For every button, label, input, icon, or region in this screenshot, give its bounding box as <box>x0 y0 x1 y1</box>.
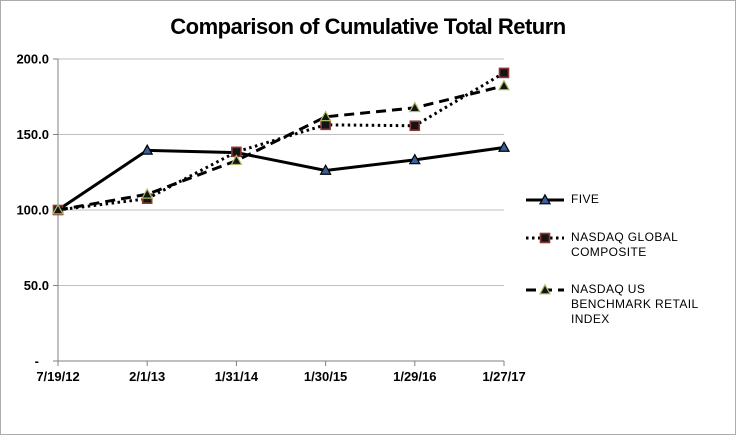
data-point-marker-triangle <box>497 141 511 152</box>
legend-line-sample-square-marker-icon <box>526 232 564 244</box>
data-point-marker-triangle <box>408 101 421 113</box>
series-line-five <box>57 146 505 212</box>
data-point-marker-triangle <box>319 110 332 122</box>
legend-item-five: FIVE <box>525 192 730 208</box>
series-line-nasdaq-us-benchmark-retail-index <box>57 84 505 212</box>
series-nasdaq-global-composite <box>52 67 510 216</box>
x-tick-label: 1/30/15 <box>304 369 347 384</box>
x-tick-label: 1/27/17 <box>482 369 525 384</box>
y-tick-label: 200.0 <box>16 52 49 67</box>
y-tick-label: 150.0 <box>16 127 49 142</box>
series-nasdaq-us-benchmark-retail-index <box>51 79 511 215</box>
y-tick-label: - <box>35 354 39 369</box>
legend-label: NASDAQ US BENCHMARK RETAIL INDEX <box>571 282 699 326</box>
data-point-marker-square <box>498 67 510 79</box>
series-five <box>51 141 511 215</box>
chart-title: Comparison of Cumulative Total Return <box>170 14 566 39</box>
data-point-marker-triangle <box>497 79 511 91</box>
data-point-marker-triangle <box>408 153 421 165</box>
y-tick-label: 50.0 <box>24 278 49 293</box>
legend-line-sample-triangle-marker-icon <box>526 193 564 205</box>
data-point-marker-square <box>320 119 331 131</box>
data-point-marker-triangle <box>141 187 154 199</box>
series-line-nasdaq-global-composite <box>57 71 505 212</box>
x-tick-label: 2/1/13 <box>129 369 165 384</box>
legend-label: FIVE <box>571 192 600 206</box>
x-tick-label: 1/31/14 <box>215 369 259 384</box>
data-point-marker-triangle <box>319 164 332 175</box>
data-point-marker-triangle <box>141 143 154 155</box>
legend-label: NASDAQ GLOBAL COMPOSITE <box>571 230 678 259</box>
legend-item-nasdaq-global-composite: NASDAQ GLOBAL COMPOSITE <box>525 230 730 260</box>
data-point-marker-triangle <box>538 193 552 205</box>
gridlines <box>58 58 504 286</box>
data-point-marker-triangle <box>230 154 243 166</box>
data-point-marker-square <box>539 232 551 244</box>
data-point-marker-triangle <box>51 203 65 215</box>
x-tick-label: 7/19/12 <box>36 369 79 384</box>
axes <box>53 58 505 366</box>
data-point-marker-triangle <box>538 283 552 295</box>
y-tick-label: 100.0 <box>16 203 49 218</box>
legend-item-nasdaq-us-benchmark-retail-index: NASDAQ US BENCHMARK RETAIL INDEX <box>525 282 730 327</box>
legend-line-sample-triangle-marker-icon <box>526 283 564 295</box>
data-point-marker-square <box>409 120 421 132</box>
x-tick-label: 1/29/16 <box>393 369 436 384</box>
chart-legend: FIVE NASDAQ GLOBAL COMPOSITE NASDAQ US B… <box>525 192 730 327</box>
